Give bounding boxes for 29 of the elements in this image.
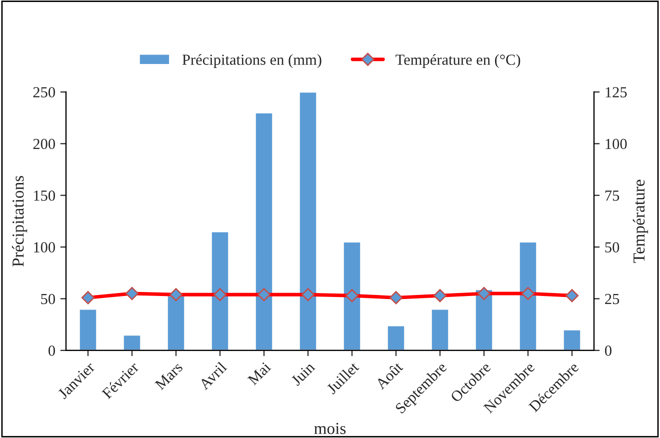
- x-tick-label: Mai: [247, 361, 272, 386]
- legend-label: Température en (°C): [396, 54, 520, 68]
- bar: [518, 241, 538, 350]
- bar: [254, 112, 274, 350]
- bar: [430, 308, 450, 350]
- bar: [298, 92, 318, 350]
- y2-tick-label: 0: [605, 346, 612, 356]
- y2-tick-label: 25: [605, 294, 620, 304]
- bar: [386, 324, 406, 350]
- bar: [562, 329, 582, 350]
- y-tick-label: 150: [34, 190, 55, 201]
- y-tick-label: 0: [48, 346, 55, 356]
- y2-tick-label: 75: [605, 190, 620, 201]
- legend-label: Précipitations en (mm): [182, 54, 322, 68]
- y-tick-label: 250: [33, 87, 55, 98]
- bar: [210, 230, 230, 350]
- x-axis-title: mois: [314, 422, 346, 434]
- y-tick-label: 50: [41, 294, 55, 304]
- bar: [122, 334, 142, 350]
- y2-tick-label: 50: [605, 242, 620, 252]
- bar: [342, 241, 362, 350]
- y-tick-label: 100: [34, 242, 55, 252]
- y2-tick-label: 125: [606, 87, 627, 98]
- y2-axis-title: Température: [632, 180, 648, 263]
- y-axis-title: Précipitations: [12, 176, 28, 267]
- y-tick-label: 200: [33, 138, 55, 150]
- x-tick-label: Juin: [290, 361, 316, 386]
- bar: [78, 308, 98, 350]
- y2-tick-label: 100: [606, 138, 627, 150]
